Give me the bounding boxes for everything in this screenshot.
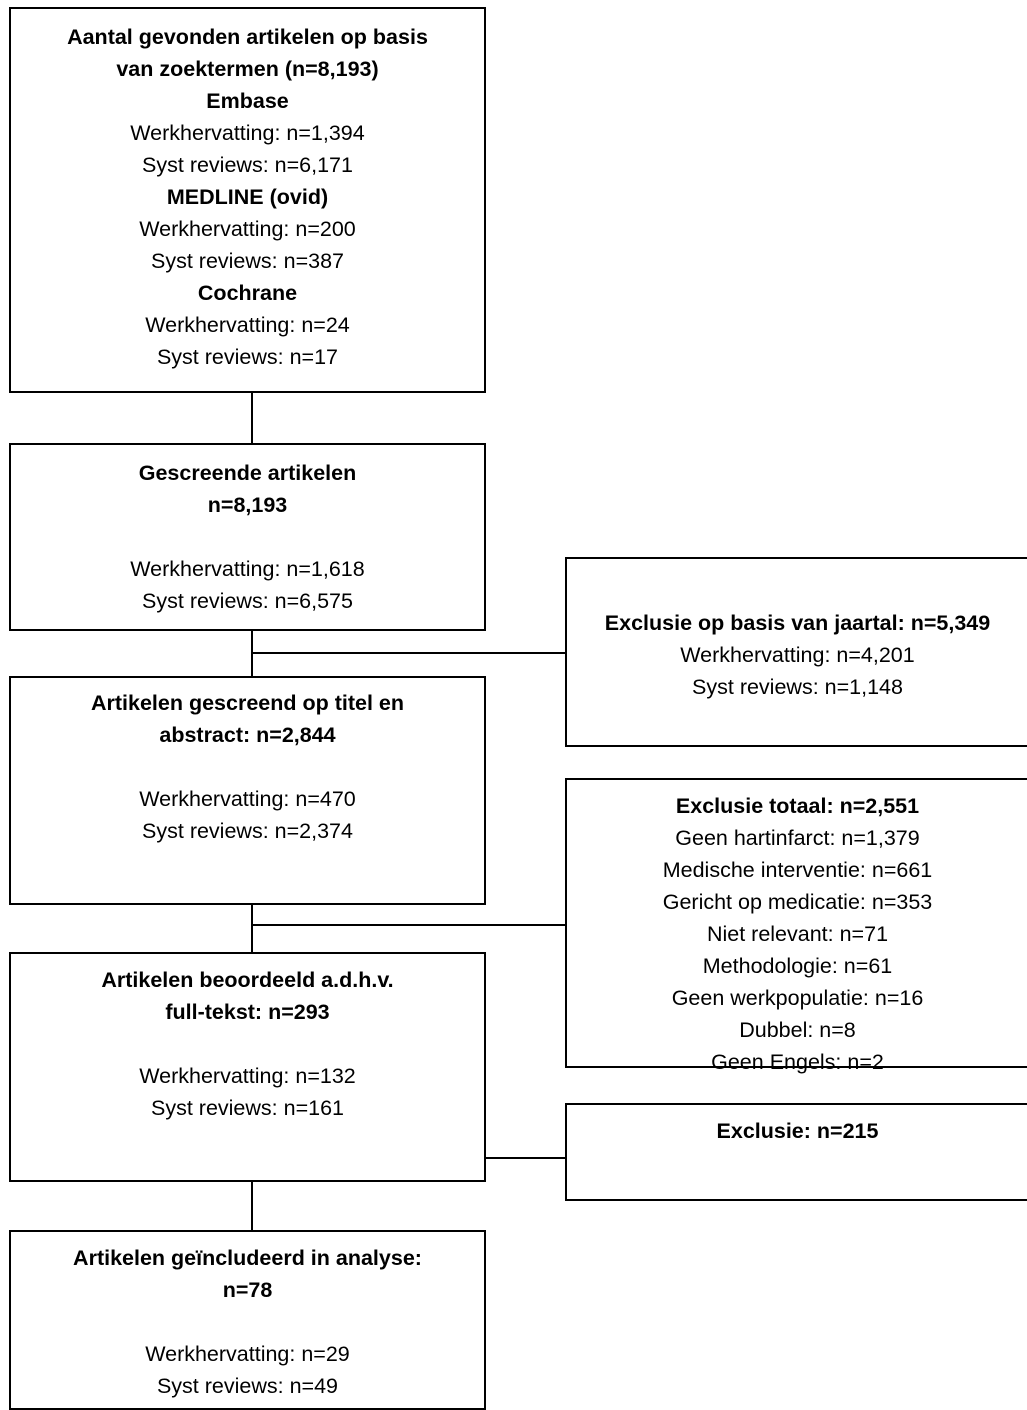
included-werkhervatting: Werkhervatting: n=29	[145, 1342, 350, 1366]
exclusion-reason: Niet relevant: n=71	[706, 922, 889, 946]
fulltext-count: full-tekst: n=293	[165, 1000, 330, 1024]
screened-syst-reviews: Syst reviews: n=6,575	[142, 589, 353, 613]
exclusion-reason: Dubbel: n=8	[739, 1018, 856, 1042]
exclusion-year-werkhervatting: Werkhervatting: n=4,201	[680, 643, 915, 667]
included-box: Artikelen geïncludeerd in analyse: n=78 …	[9, 1230, 486, 1410]
cochrane-werkhervatting: Werkhervatting: n=24	[145, 313, 350, 337]
exclusion-reason: Medische interventie: n=661	[662, 858, 933, 882]
cochrane-syst-reviews: Syst reviews: n=17	[156, 345, 339, 369]
source-name-medline: MEDLINE (ovid)	[166, 185, 329, 209]
exclusion-final-title: Exclusie: n=215	[716, 1119, 879, 1143]
source-name-embase: Embase	[206, 89, 289, 113]
embase-werkhervatting: Werkhervatting: n=1,394	[130, 121, 365, 145]
title-abstract-title: Artikelen gescreend op titel en	[90, 691, 405, 715]
exclusion-reason: Geen hartinfarct: n=1,379	[675, 826, 920, 850]
exclusion-final-box: Exclusie: n=215	[565, 1103, 1027, 1201]
screened-werkhervatting: Werkhervatting: n=1,618	[130, 557, 365, 581]
included-syst-reviews: Syst reviews: n=49	[156, 1374, 339, 1398]
exclusion-year-title: Exclusie op basis van jaartal: n=5,349	[604, 611, 991, 635]
exclusion-year-syst-reviews: Syst reviews: n=1,148	[692, 675, 903, 699]
fulltext-werkhervatting: Werkhervatting: n=132	[139, 1064, 356, 1088]
exclusion-reason: Geen Engels: n=2	[711, 1050, 884, 1074]
exclusion-reason: Gericht op medicatie: n=353	[662, 890, 933, 914]
included-title: Artikelen geïncludeerd in analyse:	[73, 1246, 422, 1270]
fulltext-box: Artikelen beoordeeld a.d.h.v. full-tekst…	[9, 952, 486, 1182]
screened-title: Gescreende artikelen	[138, 461, 357, 485]
exclusion-total-box: Exclusie totaal: n=2,551 Geen hartinfarc…	[565, 778, 1027, 1074]
title-abstract-syst-reviews: Syst reviews: n=2,374	[142, 819, 353, 843]
exclusion-total-title: Exclusie totaal: n=2,551	[675, 794, 920, 818]
exclusion-reason: Geen werkpopulatie: n=16	[671, 986, 924, 1010]
screened-count: n=8,193	[207, 493, 288, 517]
search-results-box: Aantal gevonden artikelen op basis van z…	[9, 7, 486, 393]
medline-syst-reviews: Syst reviews: n=387	[151, 249, 344, 273]
title-abstract-box: Artikelen gescreend op titel en abstract…	[9, 676, 486, 905]
source-name-cochrane: Cochrane	[197, 281, 298, 305]
exclusion-reason: Methodologie: n=61	[702, 954, 893, 978]
medline-werkhervatting: Werkhervatting: n=200	[139, 217, 356, 241]
title-abstract-werkhervatting: Werkhervatting: n=470	[139, 787, 356, 811]
search-results-total: van zoektermen (n=8,193)	[116, 57, 379, 81]
embase-syst-reviews: Syst reviews: n=6,171	[142, 153, 353, 177]
included-count: n=78	[222, 1278, 273, 1302]
search-results-title: Aantal gevonden artikelen op basis	[67, 25, 428, 49]
title-abstract-count: abstract: n=2,844	[159, 723, 336, 747]
fulltext-title: Artikelen beoordeeld a.d.h.v.	[101, 968, 394, 992]
fulltext-syst-reviews: Syst reviews: n=161	[151, 1096, 344, 1120]
exclusion-year-box: Exclusie op basis van jaartal: n=5,349 W…	[565, 557, 1027, 747]
screened-articles-box: Gescreende artikelen n=8,193 Werkhervatt…	[9, 443, 486, 631]
